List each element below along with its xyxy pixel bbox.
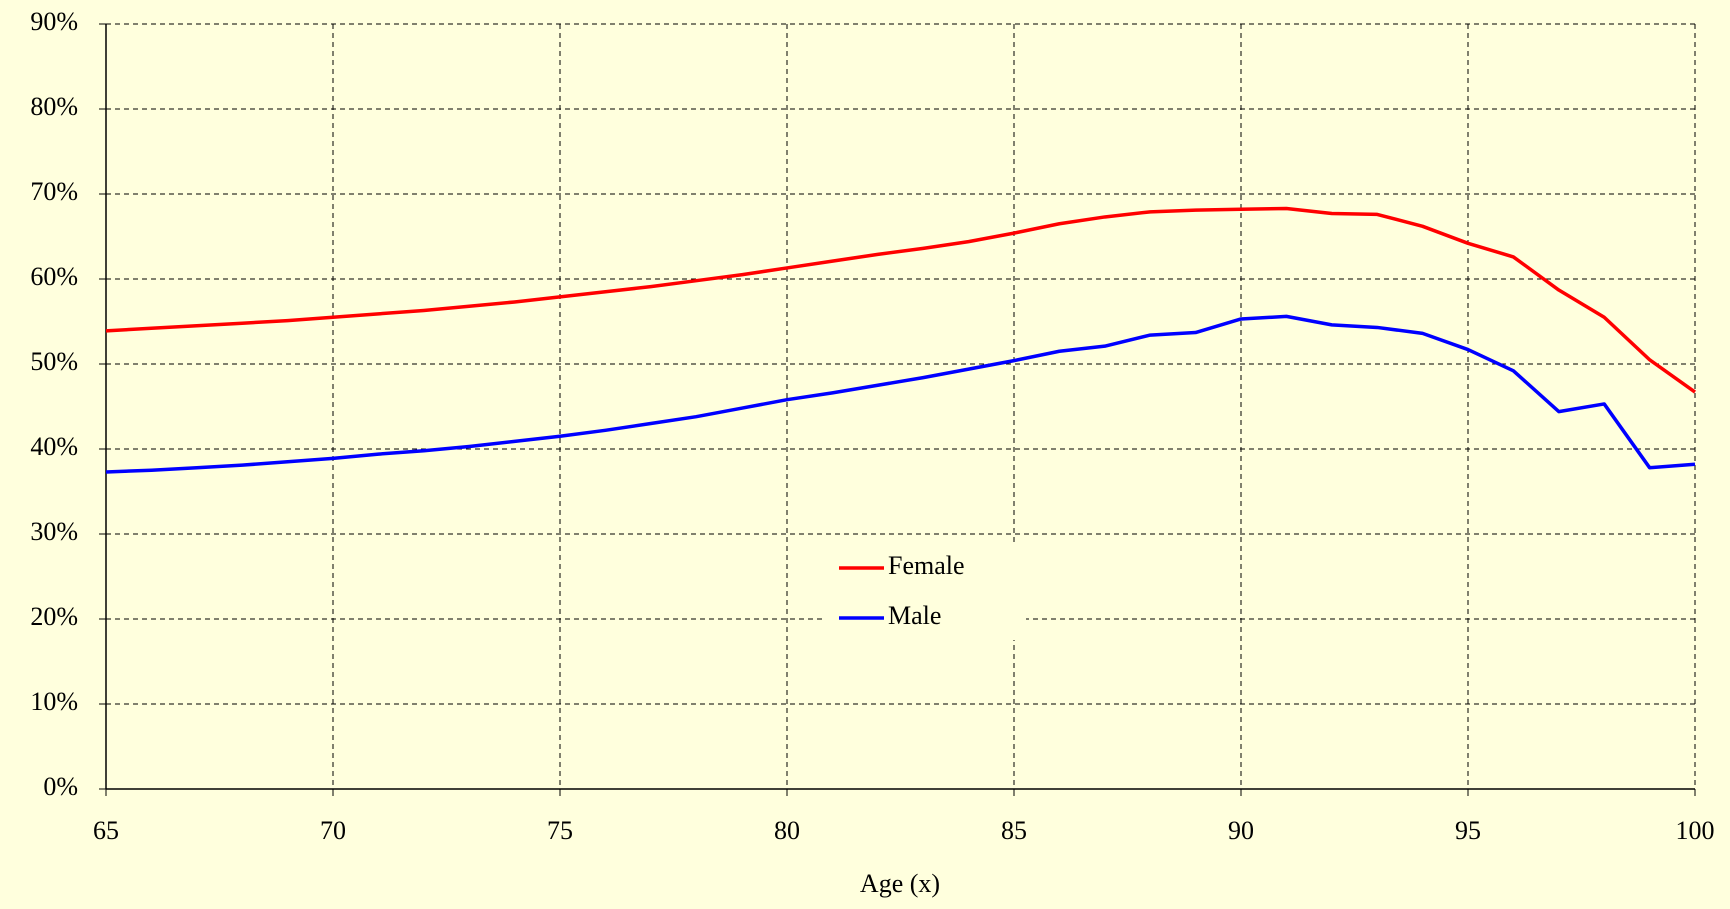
y-tick-label: 0%	[43, 772, 78, 801]
legend-label: Male	[888, 601, 941, 630]
y-tick-label: 70%	[30, 177, 78, 206]
y-tick-label: 80%	[30, 92, 78, 121]
x-tick-label: 90	[1228, 816, 1254, 845]
y-tick-label: 60%	[30, 262, 78, 291]
legend-label: Female	[888, 551, 965, 580]
legend-box	[822, 546, 1026, 640]
x-axis-label: Age (x)	[860, 869, 940, 898]
x-tick-label: 65	[93, 816, 119, 845]
line-series	[105, 314, 1696, 474]
y-tick-label: 90%	[30, 7, 78, 36]
x-tick-label: 80	[774, 816, 800, 845]
y-tick-label: 30%	[30, 517, 78, 546]
x-tick-label: 75	[547, 816, 573, 845]
x-tick-label: 100	[1676, 816, 1715, 845]
x-tick-label: 95	[1455, 816, 1481, 845]
x-tick-label: 85	[1001, 816, 1027, 845]
y-tick-label: 20%	[30, 602, 78, 631]
line-series	[105, 206, 1697, 394]
x-tick-label: 70	[320, 816, 346, 845]
y-tick-label: 50%	[30, 347, 78, 376]
y-tick-label: 10%	[30, 687, 78, 716]
y-tick-label: 40%	[30, 432, 78, 461]
